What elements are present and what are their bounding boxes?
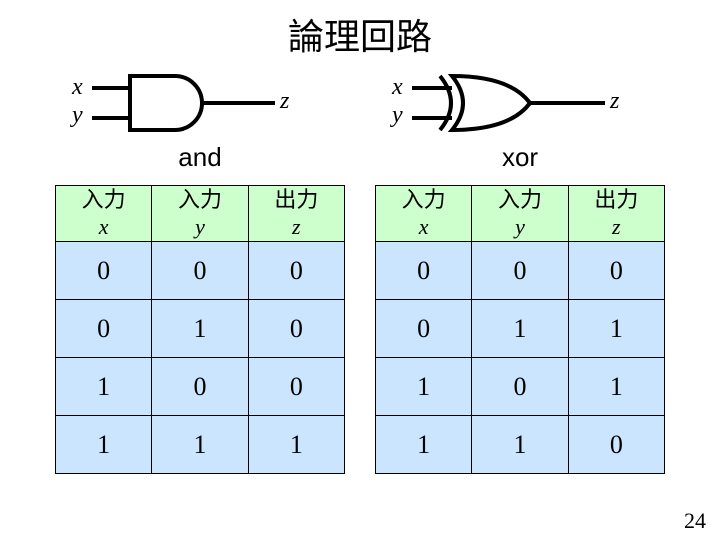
- table-cell: 0: [152, 358, 248, 416]
- table-cell: 1: [376, 358, 472, 416]
- and-input-x-label: x: [72, 74, 83, 101]
- table-row: 000: [56, 242, 345, 300]
- table-header: 出力z: [568, 186, 664, 242]
- xor-gate-block: x y z xor: [370, 70, 670, 173]
- table-row: 110: [376, 416, 665, 474]
- table-header: 入力x: [376, 186, 472, 242]
- table-cell: 0: [248, 358, 344, 416]
- table-cell: 0: [568, 416, 664, 474]
- table-cell: 0: [568, 242, 664, 300]
- table-cell: 0: [376, 300, 472, 358]
- and-truth-table: 入力x入力y出力z000010100111: [55, 185, 345, 474]
- table-cell: 0: [248, 242, 344, 300]
- table-row: 011: [376, 300, 665, 358]
- table-cell: 0: [56, 300, 152, 358]
- xor-truth-table: 入力x入力y出力z000011101110: [375, 185, 665, 474]
- table-cell: 1: [472, 300, 568, 358]
- table-cell: 0: [248, 300, 344, 358]
- and-gate-name: and: [50, 142, 350, 173]
- table-cell: 0: [472, 242, 568, 300]
- and-gate-icon: [50, 70, 350, 140]
- table-cell: 1: [568, 358, 664, 416]
- tables-row: 入力x入力y出力z000010100111 入力x入力y出力z000011101…: [0, 173, 720, 474]
- table-header: 入力y: [472, 186, 568, 242]
- table-cell: 1: [152, 416, 248, 474]
- table-row: 101: [376, 358, 665, 416]
- table-header: 入力x: [56, 186, 152, 242]
- table-cell: 1: [248, 416, 344, 474]
- table-cell: 0: [376, 242, 472, 300]
- xor-gate-icon: [370, 70, 670, 140]
- and-gate-block: x y z and: [50, 70, 350, 173]
- page-number: 24: [684, 508, 706, 534]
- xor-input-y-label: y: [392, 102, 403, 129]
- and-input-y-label: y: [72, 102, 83, 129]
- gates-row: x y z and x y z xor: [0, 60, 720, 173]
- table-row: 100: [56, 358, 345, 416]
- table-header: 入力y: [152, 186, 248, 242]
- page-title: 論理回路: [0, 0, 720, 60]
- table-row: 111: [56, 416, 345, 474]
- table-cell: 1: [56, 416, 152, 474]
- table-cell: 0: [152, 242, 248, 300]
- table-row: 010: [56, 300, 345, 358]
- and-gate-diagram: x y z: [50, 70, 350, 140]
- table-cell: 0: [56, 242, 152, 300]
- table-cell: 1: [472, 416, 568, 474]
- xor-gate-name: xor: [370, 142, 670, 173]
- table-cell: 0: [472, 358, 568, 416]
- xor-gate-diagram: x y z: [370, 70, 670, 140]
- table-header: 出力z: [248, 186, 344, 242]
- xor-input-x-label: x: [392, 74, 403, 101]
- table-cell: 1: [568, 300, 664, 358]
- table-row: 000: [376, 242, 665, 300]
- and-output-z-label: z: [280, 88, 289, 115]
- xor-output-z-label: z: [610, 88, 619, 115]
- table-cell: 1: [56, 358, 152, 416]
- table-cell: 1: [152, 300, 248, 358]
- table-cell: 1: [376, 416, 472, 474]
